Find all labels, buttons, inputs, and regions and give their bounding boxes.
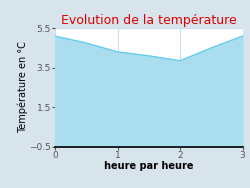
X-axis label: heure par heure: heure par heure	[104, 161, 194, 171]
Y-axis label: Température en °C: Température en °C	[17, 42, 28, 133]
Title: Evolution de la température: Evolution de la température	[61, 14, 236, 27]
